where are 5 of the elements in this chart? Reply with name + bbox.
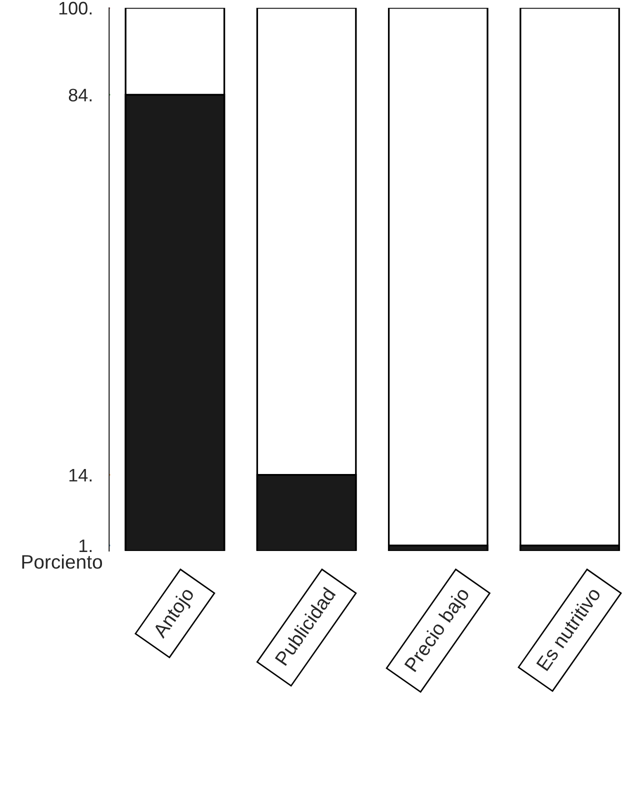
y-tick-label: 84.: [68, 88, 92, 102]
y-tick-label: 14.: [69, 468, 92, 482]
y-tick-label: 100.: [59, 2, 92, 15]
y-axis-title: Porciento: [22, 554, 102, 569]
y-tick-label: 1.: [79, 540, 92, 552]
